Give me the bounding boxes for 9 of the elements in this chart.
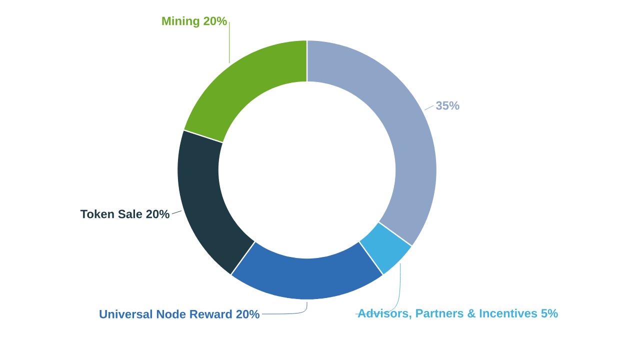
data-label: 35% xyxy=(436,101,460,110)
slice-label: Advisors, Partners & Incentives xyxy=(358,308,538,320)
data-label: 20% xyxy=(146,210,170,218)
data-label: 20% xyxy=(204,16,227,26)
data-label: 5% xyxy=(541,309,558,318)
slice-label: Token Sale xyxy=(80,209,142,218)
data-label: 20% xyxy=(236,310,260,318)
slice-label: Universal Node Reward xyxy=(100,310,232,318)
slice-label: Mining xyxy=(162,16,200,28)
